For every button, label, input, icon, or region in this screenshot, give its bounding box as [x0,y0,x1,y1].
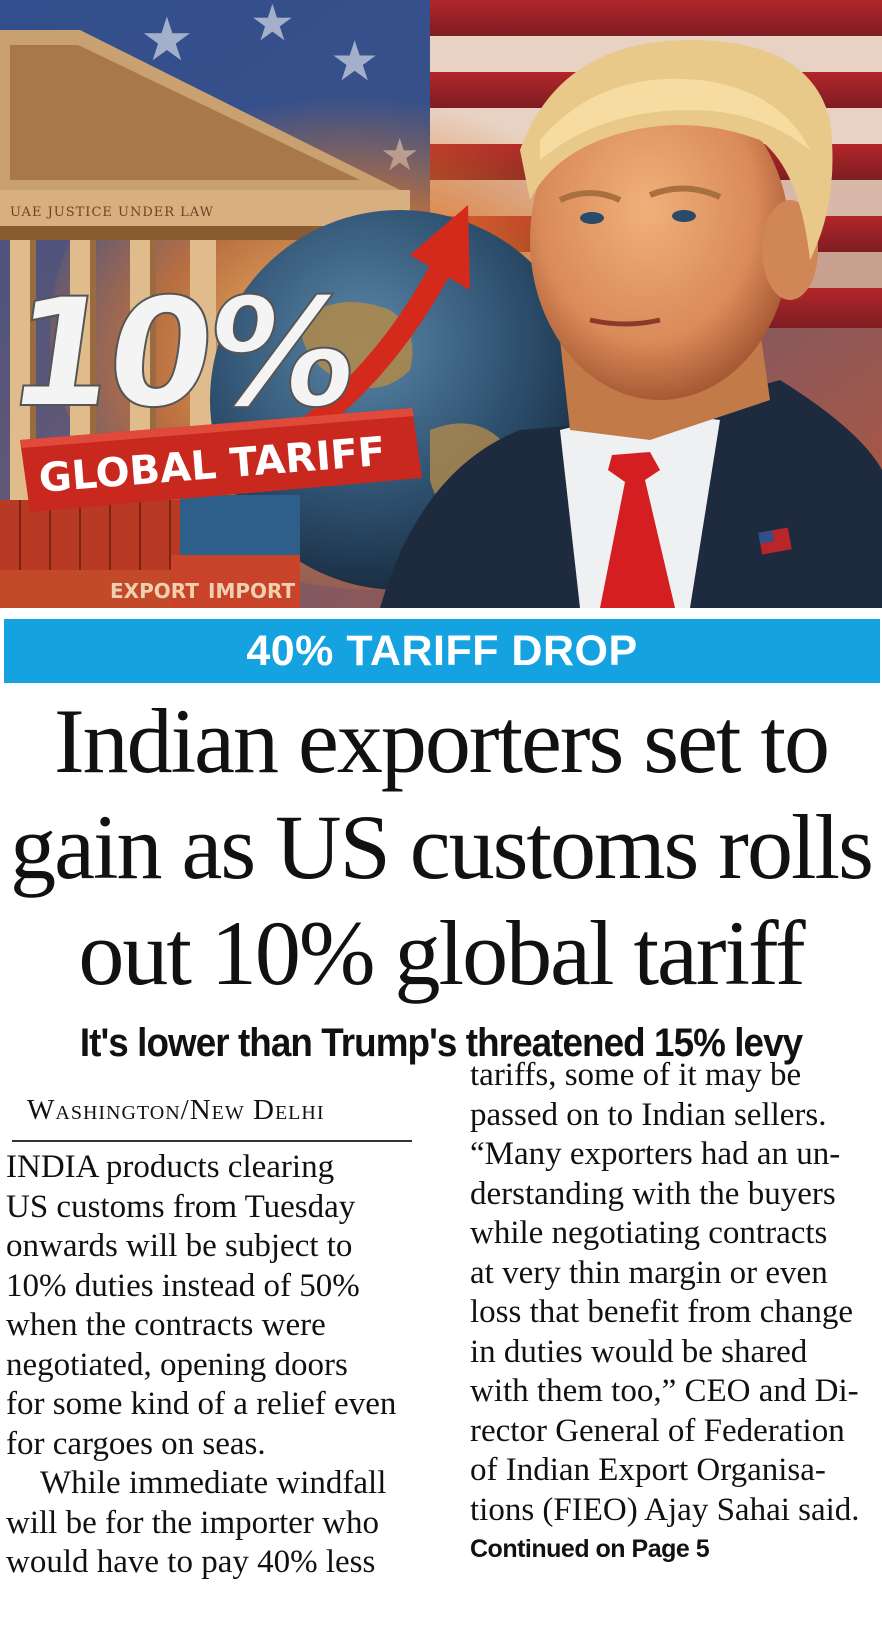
subheadline: It's lower than Trump's threatened 15% l… [79,1021,803,1065]
body-line: with them too,” CEO and Di- [470,1373,859,1409]
article-column-left: INDIA products clearing US customs from … [6,1148,411,1583]
body-line: US customs from Tuesday [6,1188,356,1225]
courthouse-illustration: UAE JUSTICE UNDER LAW [0,30,410,560]
headline: Indian exporters set to gain as US custo… [0,688,882,1006]
hero-artwork: ★ ★ ★ ★ ★ UAE JUSTICE UNDER LAW [0,0,882,608]
body-line: “Many exporters had an un- [470,1136,841,1172]
body-line: when the contracts were [6,1307,326,1343]
body-line: of Indian Export Organisa- [470,1452,826,1488]
body-line: would have to pay 40% less [6,1544,376,1580]
headline-line-1: Indian exporters set to [53,690,830,792]
body-line: 10% duties instead of 50% [6,1267,360,1304]
tariff-percent: 10% [0,266,366,441]
body-line: derstanding with the buyers [470,1175,836,1212]
body-line: will be for the importer who [6,1504,379,1541]
kicker-banner: 40% TARIFF DROP [4,619,880,683]
body-line: negotiated, opening doors [6,1346,348,1383]
body-line: for cargoes on seas. [6,1425,266,1462]
body-line: passed on to Indian sellers. [470,1096,827,1133]
body-line: While immediate windfall [40,1465,387,1501]
container-label-export: EXPORT [110,579,199,603]
body-line: for some kind of a relief even [6,1386,397,1422]
body-line: tions (FIEO) Ajay Sahai said. [470,1491,860,1528]
headline-line-3: out 10% global tariff [78,902,805,1004]
continued-link[interactable]: Continued on Page 5 [470,1535,710,1563]
body-line: loss that benefit from change [470,1294,854,1330]
svg-text:★: ★ [140,5,194,75]
hero-illustration: ★ ★ ★ ★ ★ UAE JUSTICE UNDER LAW [0,0,882,608]
svg-text:★: ★ [250,0,295,52]
dateline: Washington/New Delhi [12,1094,412,1142]
kicker-text: 40% TARIFF DROP [246,626,638,675]
body-line: INDIA products clearing [6,1149,335,1185]
body-line: at very thin margin or even [470,1254,828,1291]
container-label-import: IMPORT [208,579,296,603]
man-portrait [380,40,882,608]
frieze-text: UAE JUSTICE UNDER LAW [10,205,214,220]
shipping-containers: EXPORT IMPORT [0,495,300,608]
body-line: onwards will be subject to [6,1228,353,1264]
headline-line-2: gain as US customs rolls [10,796,874,898]
article-column-right: tariffs, some of it may be passed on to … [470,1056,878,1570]
body-line: in duties would be shared [470,1333,808,1370]
body-line: while negotiating contracts [470,1215,828,1251]
body-line: rector General of Federation [470,1412,845,1449]
body-line: tariffs, some of it may be [470,1057,802,1093]
